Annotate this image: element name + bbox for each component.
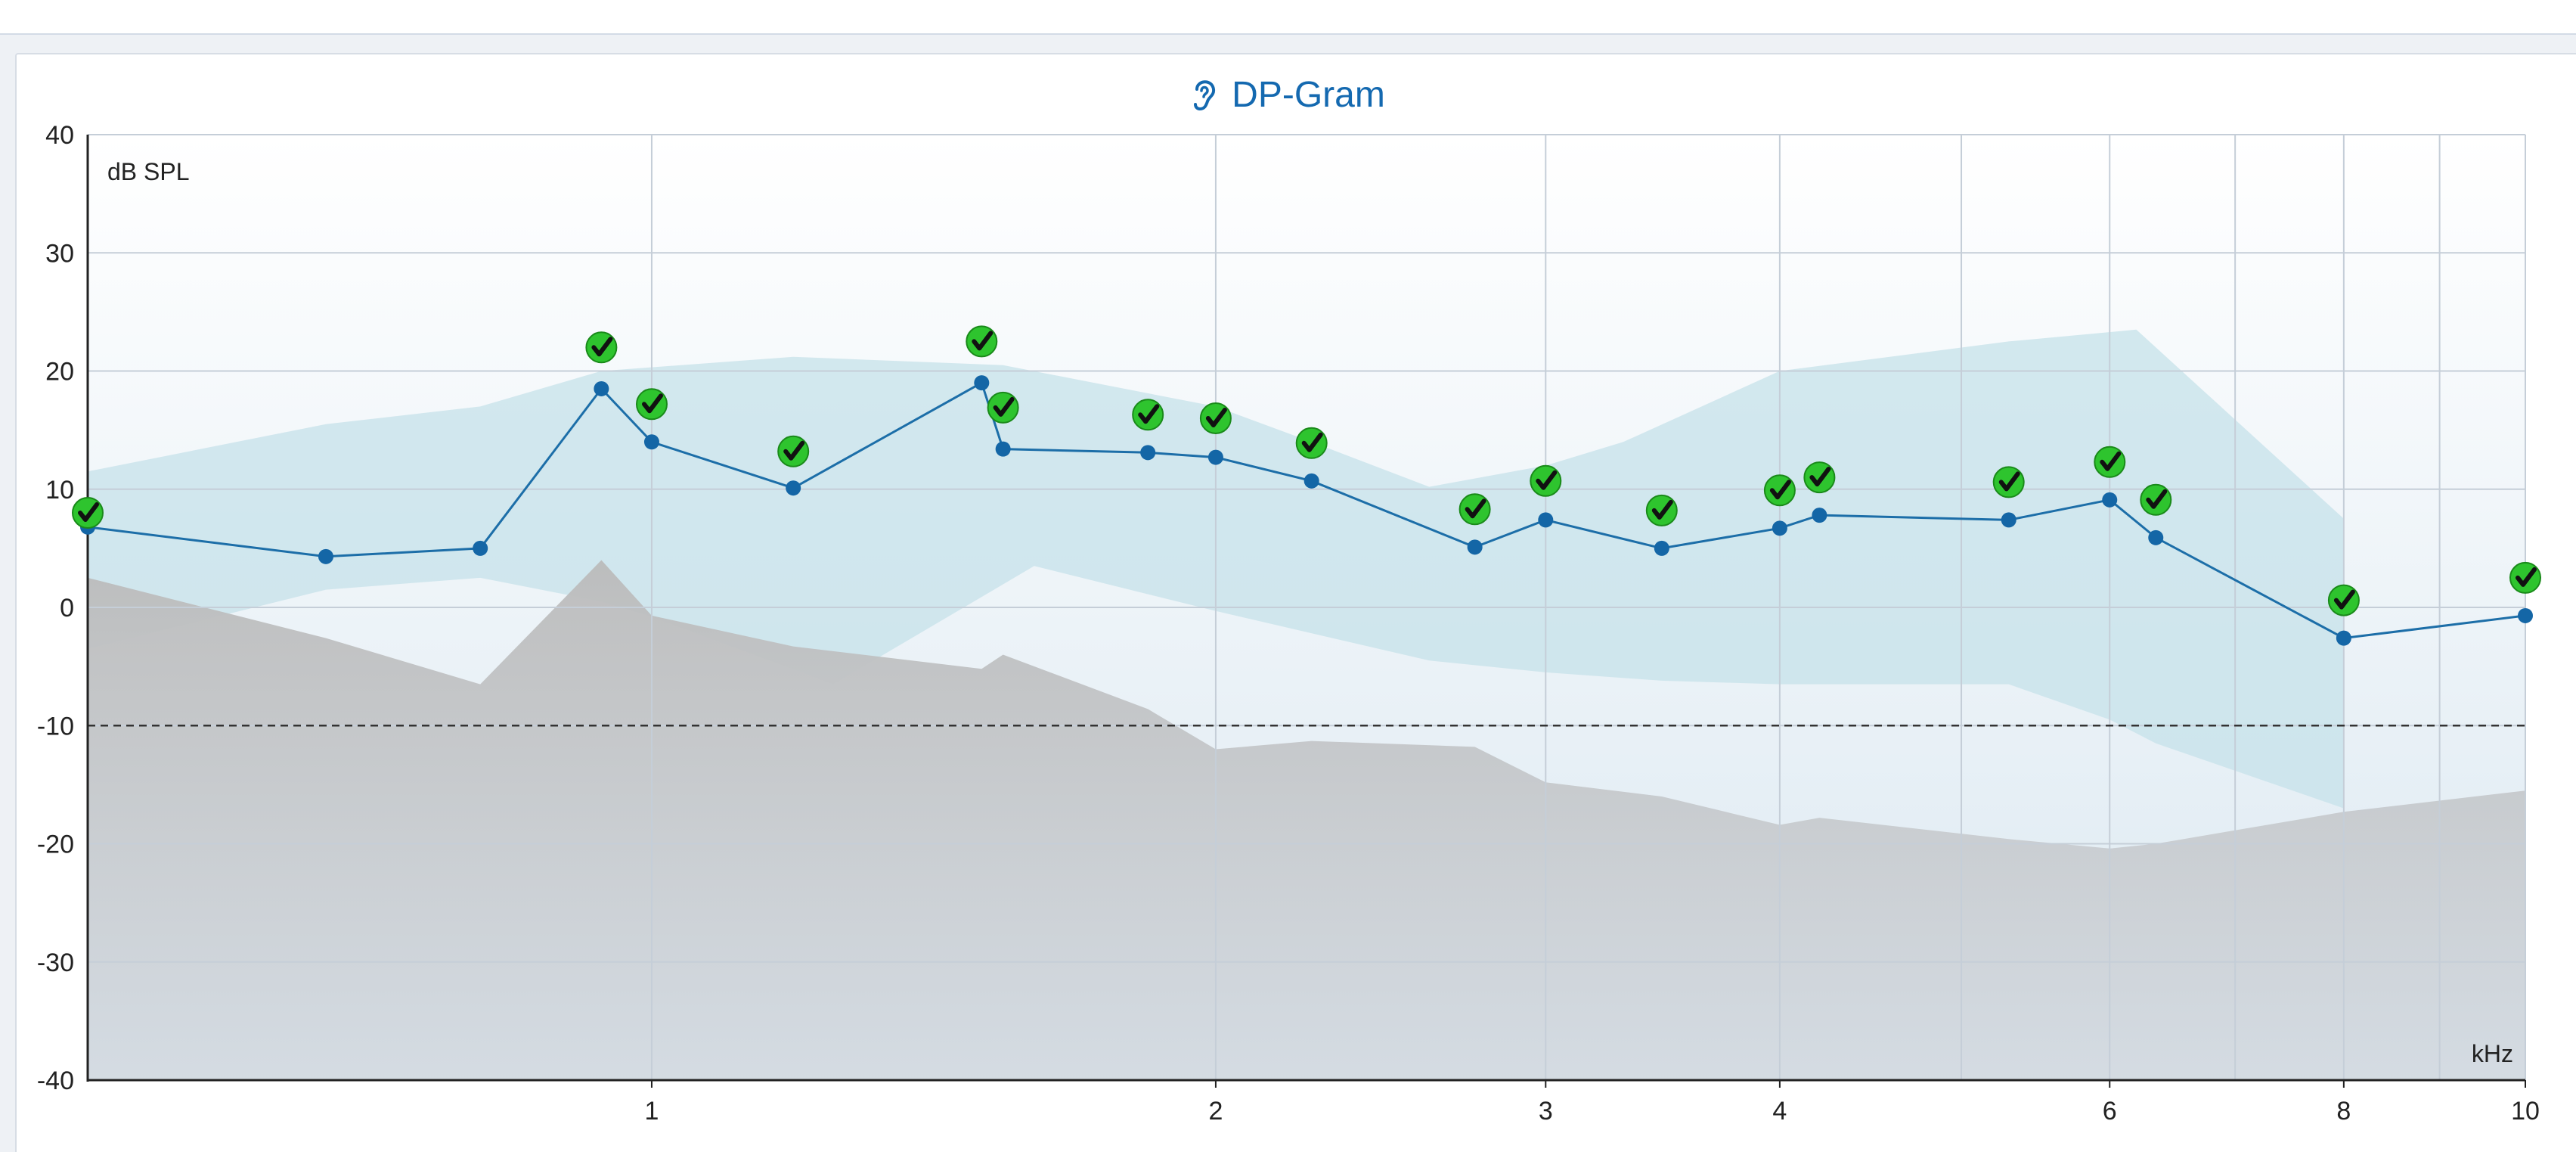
y-tick-label: 40 (45, 121, 74, 150)
pass-check-icon (1132, 399, 1164, 431)
pass-check-icon (2327, 584, 2360, 616)
dp-data-point (974, 375, 990, 391)
pass-check-icon (72, 497, 104, 529)
pass-check-icon (777, 435, 810, 467)
dp-data-point (995, 441, 1011, 457)
pass-check-icon (1458, 493, 1491, 526)
y-axis-label: dB SPL (107, 158, 190, 185)
dp-data-point (643, 434, 659, 450)
pass-check-icon (2094, 446, 2126, 478)
top-toolbar-strip (0, 0, 2576, 35)
dp-data-point (2148, 529, 2164, 545)
dp-data-point (1467, 539, 1483, 555)
x-tick-label: 10 (2511, 1097, 2540, 1126)
check-mark (1465, 498, 1486, 519)
check-mark (2146, 489, 2168, 509)
check-mark (1138, 404, 1160, 424)
check-mark (993, 396, 1015, 417)
dp-data-point (1303, 473, 1319, 489)
pass-check-icon (1295, 427, 1328, 459)
dp-data-point (1140, 445, 1156, 461)
pass-check-icon (1992, 466, 2025, 498)
check-mark (972, 331, 994, 351)
x-tick-label: 2 (1208, 1097, 1223, 1126)
x-tick-label: 1 (645, 1097, 659, 1126)
pass-check-icon (1199, 402, 1232, 434)
check-mark (1651, 499, 1673, 520)
dp-data-point (1538, 512, 1554, 528)
x-tick-label: 8 (2336, 1097, 2351, 1126)
pass-check-icon (1530, 464, 1562, 497)
x-tick-label: 4 (1772, 1097, 1787, 1126)
y-tick-label: -40 (37, 1067, 74, 1095)
dp-data-point (318, 548, 333, 564)
dp-data-point (594, 380, 609, 396)
dp-data-point (2518, 607, 2533, 623)
x-axis-label: kHz (2472, 1040, 2513, 1067)
check-mark (1205, 408, 1227, 427)
check-mark (1301, 432, 1323, 452)
check-mark (591, 337, 613, 357)
check-mark (2333, 589, 2355, 610)
dp-data-point (2102, 492, 2118, 508)
y-tick-label: -10 (37, 712, 74, 741)
dp-data-point (1772, 520, 1787, 536)
dp-data-point (1812, 508, 1827, 523)
dp-data-point (1654, 540, 1669, 556)
dp-data-point (473, 540, 488, 556)
check-mark (642, 393, 663, 414)
dp-data-point (1207, 449, 1223, 465)
pass-check-icon (2140, 483, 2172, 516)
y-tick-label: 30 (45, 239, 74, 268)
noise-floor-area (88, 560, 2525, 1080)
check-mark (1769, 480, 1791, 500)
y-tick-label: 0 (60, 594, 74, 623)
check-mark (783, 440, 805, 461)
pass-check-icon (2509, 561, 2541, 594)
y-tick-label: 10 (45, 476, 74, 505)
y-tick-label: 20 (45, 358, 74, 387)
x-tick-label: 6 (2103, 1097, 2117, 1126)
check-mark (1998, 471, 2020, 492)
pass-check-icon (585, 331, 618, 364)
y-tick-label: -20 (37, 831, 74, 859)
dp-data-point (2001, 512, 2016, 528)
check-mark (2100, 451, 2122, 471)
check-mark (78, 502, 99, 522)
check-mark (2516, 567, 2537, 587)
dp-data-point (2336, 630, 2351, 646)
pass-check-icon (1645, 494, 1678, 526)
y-tick-label: -30 (37, 949, 74, 977)
pass-check-icon (1803, 461, 1836, 494)
pass-check-icon (987, 391, 1019, 424)
x-tick-label: 3 (1539, 1097, 1553, 1126)
dp-data-point (786, 480, 801, 496)
check-mark (1536, 470, 1558, 490)
check-mark (1809, 467, 1831, 487)
pass-check-icon (966, 325, 998, 358)
pass-check-icon (636, 388, 668, 421)
pass-check-icon (1763, 474, 1796, 507)
